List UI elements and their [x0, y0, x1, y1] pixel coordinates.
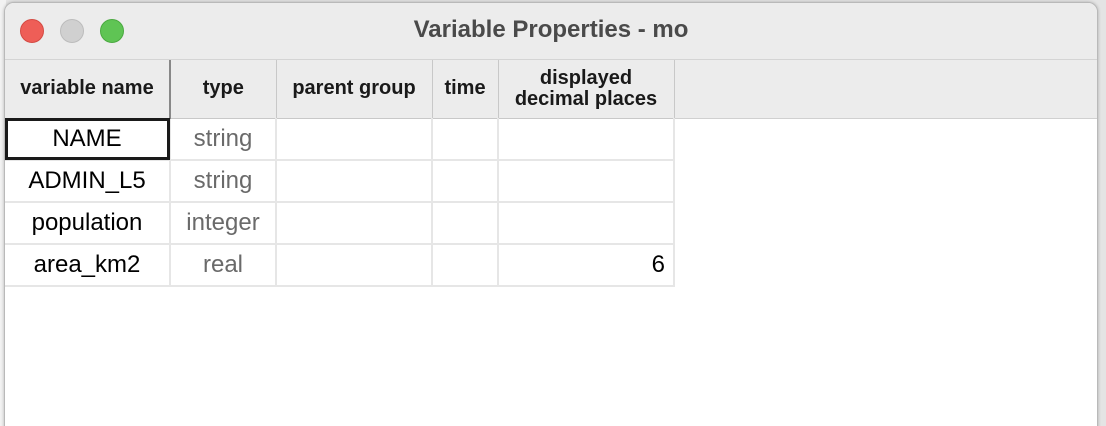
- variable-properties-table: variable name type parent group time dis…: [5, 60, 675, 287]
- table-row[interactable]: area_km2 real 6: [5, 244, 675, 287]
- properties-table-area: variable name type parent group time dis…: [5, 60, 1097, 426]
- cell-type[interactable]: real: [170, 244, 277, 287]
- cell-decimal-places[interactable]: [498, 160, 675, 203]
- cell-parent-group[interactable]: [276, 244, 433, 287]
- cell-type[interactable]: string: [170, 118, 277, 161]
- cell-variable-name[interactable]: ADMIN_L5: [5, 160, 171, 203]
- cell-time[interactable]: [432, 244, 499, 287]
- cell-parent-group[interactable]: [276, 118, 433, 161]
- close-window-button[interactable]: [20, 19, 44, 43]
- cell-type[interactable]: integer: [170, 202, 277, 245]
- zoom-window-button[interactable]: [100, 19, 124, 43]
- cell-decimal-places[interactable]: [498, 118, 675, 161]
- table-row[interactable]: ADMIN_L5 string: [5, 160, 675, 203]
- cell-type[interactable]: string: [170, 160, 277, 203]
- column-header-type[interactable]: type: [170, 60, 277, 119]
- cell-time[interactable]: [432, 160, 499, 203]
- title-bar[interactable]: Variable Properties - mo: [5, 3, 1097, 60]
- column-header-time[interactable]: time: [432, 60, 499, 119]
- cell-parent-group[interactable]: [276, 160, 433, 203]
- column-header-displayed-decimal-places[interactable]: displayed decimal places: [498, 60, 675, 119]
- cell-time[interactable]: [432, 118, 499, 161]
- cell-decimal-places[interactable]: [498, 202, 675, 245]
- variable-properties-window: Variable Properties - mo variable name t…: [4, 2, 1098, 426]
- cell-variable-name[interactable]: area_km2: [5, 244, 171, 287]
- cell-variable-name[interactable]: population: [5, 202, 171, 245]
- cell-variable-name[interactable]: NAME: [5, 118, 171, 161]
- cell-parent-group[interactable]: [276, 202, 433, 245]
- window-title: Variable Properties - mo: [413, 16, 689, 43]
- cell-decimal-places[interactable]: 6: [498, 244, 675, 287]
- column-header-parent-group[interactable]: parent group: [276, 60, 433, 119]
- background-window-edge: [0, 0, 6, 426]
- table-header-row: variable name type parent group time dis…: [5, 60, 675, 119]
- column-header-displayed-decimal-places-label: displayed decimal places: [514, 66, 658, 110]
- column-header-variable-name[interactable]: variable name: [5, 60, 171, 119]
- cell-time[interactable]: [432, 202, 499, 245]
- table-row[interactable]: population integer: [5, 202, 675, 245]
- table-row[interactable]: NAME string: [5, 118, 675, 161]
- minimize-window-button[interactable]: [60, 19, 84, 43]
